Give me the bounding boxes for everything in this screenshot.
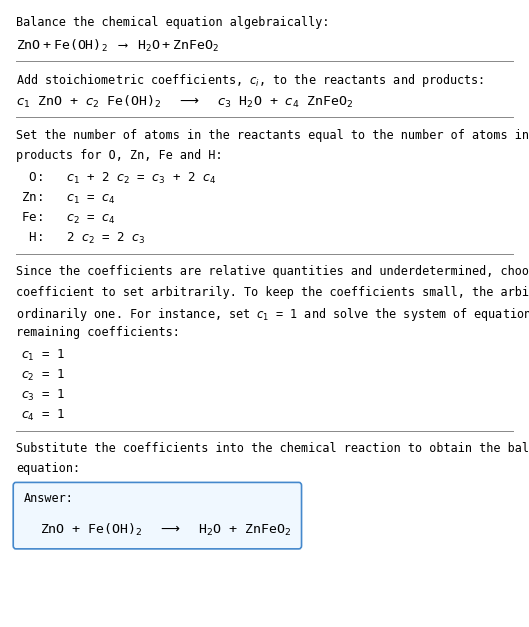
Text: $c_1$ = 1: $c_1$ = 1 (21, 347, 65, 362)
Text: Substitute the coefficients into the chemical reaction to obtain the balanced: Substitute the coefficients into the che… (16, 442, 529, 455)
Text: ZnO + Fe(OH)$_2$  $\longrightarrow$  H$_2$O + ZnFeO$_2$: ZnO + Fe(OH)$_2$ $\longrightarrow$ H$_2$… (40, 522, 291, 537)
Text: Since the coefficients are relative quantities and underdetermined, choose a: Since the coefficients are relative quan… (16, 265, 529, 278)
Text: O:   $c_1$ + 2 $c_2$ = $c_3$ + 2 $c_4$: O: $c_1$ + 2 $c_2$ = $c_3$ + 2 $c_4$ (21, 171, 216, 186)
Text: $c_3$ = 1: $c_3$ = 1 (21, 387, 65, 403)
Text: Fe:   $c_2$ = $c_4$: Fe: $c_2$ = $c_4$ (21, 211, 115, 226)
Text: $c_4$ = 1: $c_4$ = 1 (21, 408, 65, 423)
Text: Answer:: Answer: (24, 492, 74, 505)
Text: ordinarily one. For instance, set $c_1$ = 1 and solve the system of equations fo: ordinarily one. For instance, set $c_1$ … (16, 305, 529, 323)
Text: Zn:   $c_1$ = $c_4$: Zn: $c_1$ = $c_4$ (21, 191, 115, 206)
Text: coefficient to set arbitrarily. To keep the coefficients small, the arbitrary va: coefficient to set arbitrarily. To keep … (16, 285, 529, 298)
Text: Set the number of atoms in the reactants equal to the number of atoms in the: Set the number of atoms in the reactants… (16, 129, 529, 142)
FancyBboxPatch shape (13, 482, 302, 549)
Text: Add stoichiometric coefficients, $c_i$, to the reactants and products:: Add stoichiometric coefficients, $c_i$, … (16, 72, 484, 89)
Text: Balance the chemical equation algebraically:: Balance the chemical equation algebraica… (16, 16, 330, 29)
Text: H:   2 $c_2$ = 2 $c_3$: H: 2 $c_2$ = 2 $c_3$ (21, 231, 145, 246)
Text: remaining coefficients:: remaining coefficients: (16, 325, 180, 339)
Text: $c_1$ ZnO + $c_2$ Fe(OH)$_2$  $\longrightarrow$  $c_3$ H$_2$O + $c_4$ ZnFeO$_2$: $c_1$ ZnO + $c_2$ Fe(OH)$_2$ $\longright… (16, 94, 353, 110)
Text: products for O, Zn, Fe and H:: products for O, Zn, Fe and H: (16, 149, 223, 162)
Text: equation:: equation: (16, 462, 80, 475)
Text: $c_2$ = 1: $c_2$ = 1 (21, 367, 65, 382)
Text: $\mathregular{ZnO + Fe(OH)_2\ \ \longrightarrow\ \ H_2O + ZnFeO_2}$: $\mathregular{ZnO + Fe(OH)_2\ \ \longrig… (16, 38, 219, 54)
